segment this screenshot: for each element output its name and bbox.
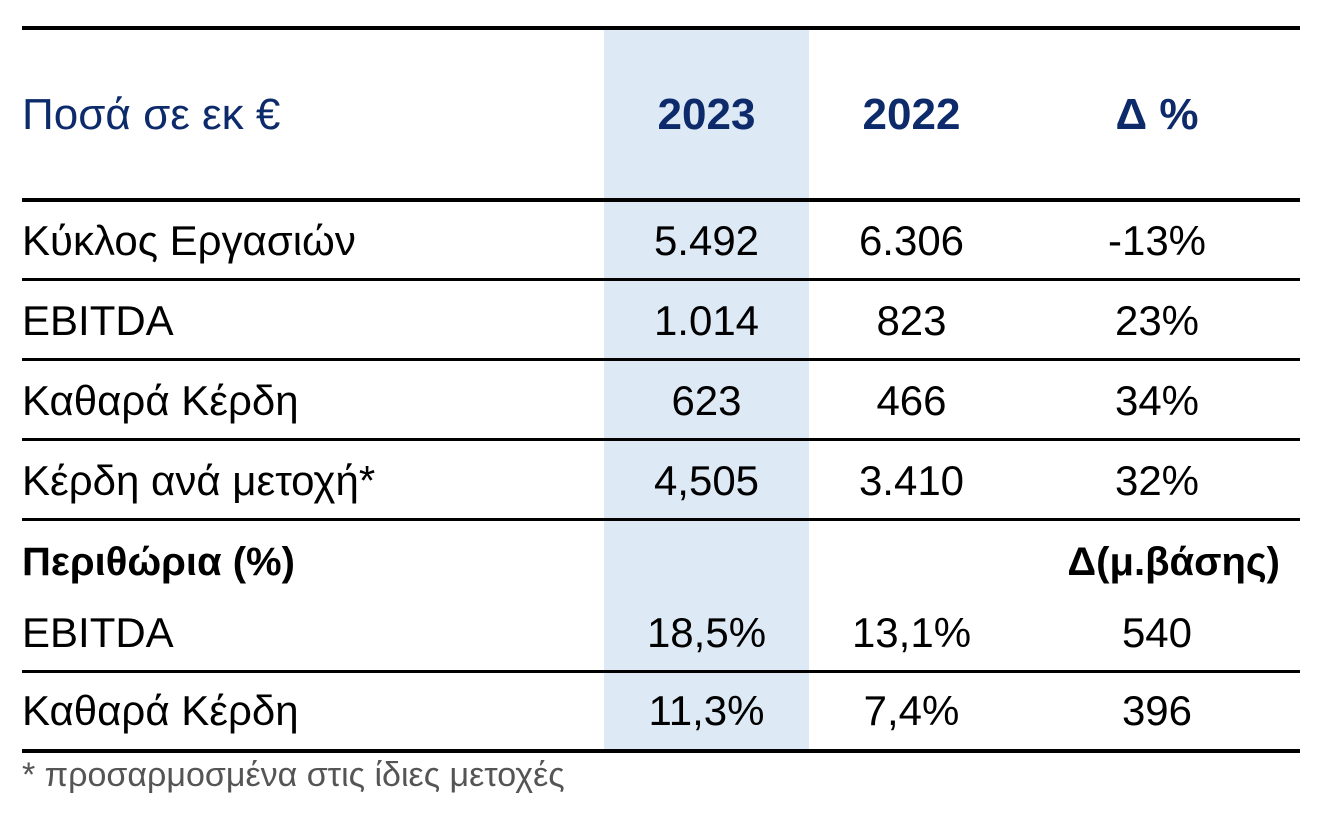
- header-delta-percent: Δ %: [1115, 90, 1199, 139]
- row-value-2022: 13,1%: [851, 609, 972, 656]
- footnote: * προσαρμοσμένα στις ίδιες μετοχές: [22, 756, 565, 794]
- table-top-rule: [22, 26, 1300, 30]
- row-label: Κύκλος Εργασιών: [22, 217, 356, 264]
- row-value-2023: 11,3%: [648, 687, 765, 734]
- row-value-2023: 1.014: [653, 297, 760, 344]
- row-divider: [22, 358, 1300, 361]
- row-divider: [22, 278, 1300, 281]
- row-label: Καθαρά Κέρδη: [22, 687, 299, 734]
- row-value-2023: 4,505: [653, 457, 760, 504]
- table-row: Κύκλος Εργασιών 5.492 6.306 -13%: [0, 201, 1332, 281]
- row-delta: 540: [1121, 609, 1193, 656]
- table-row: Κέρδη ανά μετοχή* 4,505 3.410 32%: [0, 441, 1332, 521]
- header-bottom-rule: [22, 198, 1300, 202]
- row-divider: [22, 438, 1300, 441]
- row-value-2023: 5.492: [653, 217, 760, 264]
- row-delta: 34%: [1114, 377, 1200, 424]
- row-value-2022: 3.410: [858, 457, 965, 504]
- table-row: Καθαρά Κέρδη 11,3% 7,4% 396: [0, 673, 1332, 749]
- row-label: EBITDA: [22, 297, 174, 344]
- row-divider: [22, 518, 1300, 521]
- table-row: Καθαρά Κέρδη 623 466 34%: [0, 361, 1332, 441]
- margins-section-label: Περιθώρια (%): [22, 539, 295, 584]
- row-delta: -13%: [1107, 217, 1207, 264]
- row-delta: 23%: [1114, 297, 1200, 344]
- row-label: Καθαρά Κέρδη: [22, 377, 299, 424]
- row-divider: [22, 670, 1300, 673]
- table-header-row: Ποσά σε εκ € 2023 2022 Δ %: [0, 30, 1332, 200]
- row-delta: 32%: [1114, 457, 1200, 504]
- header-amounts-label: Ποσά σε εκ €: [22, 90, 281, 139]
- row-value-2022: 7,4%: [863, 687, 960, 734]
- row-value-2023: 18,5%: [646, 609, 767, 656]
- margins-delta-header: Δ(μ.βάσης): [1067, 539, 1280, 584]
- row-delta: 396: [1121, 687, 1193, 734]
- highlight-2023-column: [604, 27, 809, 750]
- row-value-2022: 823: [876, 297, 947, 344]
- row-value-2022: 466: [876, 377, 947, 424]
- table-bottom-rule: [22, 749, 1300, 753]
- header-2022: 2022: [862, 90, 961, 139]
- table-row: EBITDA 1.014 823 23%: [0, 281, 1332, 361]
- row-value-2022: 6.306: [858, 217, 965, 264]
- header-2023: 2023: [657, 90, 756, 139]
- margins-section-header: Περιθώρια (%) Δ(μ.βάσης): [0, 524, 1332, 600]
- row-label: Κέρδη ανά μετοχή*: [22, 457, 376, 504]
- table-row: EBITDA 18,5% 13,1% 540: [0, 594, 1332, 672]
- row-label: EBITDA: [22, 609, 174, 656]
- row-value-2023: 623: [671, 377, 742, 424]
